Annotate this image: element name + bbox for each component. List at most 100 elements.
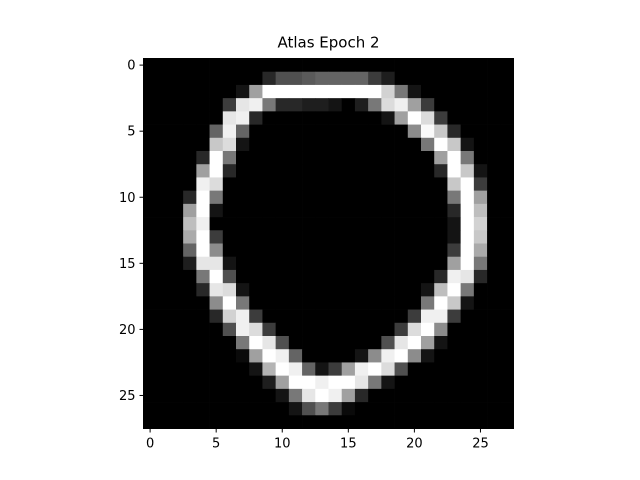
heatmap-cell — [209, 243, 224, 258]
heatmap-cell — [315, 84, 329, 99]
heatmap-cell — [394, 256, 409, 271]
heatmap-cell — [473, 111, 488, 125]
heatmap-cell — [473, 203, 488, 218]
heatmap-cell — [460, 349, 475, 363]
heatmap-cell — [236, 203, 250, 218]
heatmap-cell — [381, 296, 395, 310]
heatmap-cell — [487, 243, 501, 258]
heatmap-cell — [354, 322, 369, 337]
heatmap-cell — [236, 375, 250, 390]
heatmap-cell — [236, 137, 250, 152]
heatmap-cell — [209, 177, 224, 191]
heatmap-cell — [328, 137, 343, 152]
heatmap-cell — [183, 336, 197, 350]
heatmap-cell — [328, 124, 343, 139]
heatmap-cell — [275, 217, 290, 231]
heatmap-cell — [487, 230, 501, 244]
heatmap-cell — [368, 177, 382, 191]
heatmap-cell — [302, 164, 316, 178]
heatmap-cell — [315, 71, 329, 86]
heatmap-cell — [487, 164, 501, 178]
heatmap-cell — [143, 151, 158, 165]
heatmap-cell — [196, 362, 210, 376]
heatmap-cell — [460, 309, 475, 324]
heatmap-cell — [328, 243, 343, 258]
heatmap-cell — [394, 402, 409, 416]
heatmap-cell — [473, 190, 488, 205]
heatmap-cell — [407, 269, 422, 284]
heatmap-cell — [222, 71, 237, 86]
heatmap-cell — [447, 388, 461, 403]
heatmap-cell — [447, 309, 461, 324]
heatmap-cell — [407, 309, 422, 324]
heatmap-cell — [249, 217, 263, 231]
heatmap-cell — [275, 336, 290, 350]
heatmap-cell — [302, 415, 316, 429]
heatmap-cell — [473, 349, 488, 363]
heatmap-cell — [394, 388, 409, 403]
heatmap-cell — [183, 58, 197, 73]
heatmap-cell — [196, 309, 210, 324]
heatmap-cell — [249, 58, 263, 73]
heatmap-cell — [169, 415, 184, 429]
heatmap-cell — [354, 84, 369, 99]
heatmap-cell — [460, 362, 475, 376]
heatmap-cell — [143, 217, 158, 231]
heatmap-cell — [143, 283, 158, 297]
heatmap-cell — [249, 71, 263, 86]
heatmap-cell — [500, 203, 514, 218]
heatmap-cell — [328, 283, 343, 297]
heatmap-cell — [434, 124, 448, 139]
y-tick-label: 20 — [119, 323, 136, 338]
heatmap-cell — [341, 256, 356, 271]
heatmap-cell — [487, 375, 501, 390]
heatmap-cell — [249, 322, 263, 337]
heatmap-cell — [354, 388, 369, 403]
heatmap-cell — [354, 177, 369, 191]
x-tick-label: 0 — [146, 437, 154, 452]
heatmap-cell — [407, 111, 422, 125]
heatmap-cell — [143, 309, 158, 324]
heatmap-cell — [156, 71, 171, 86]
heatmap-cell — [394, 269, 409, 284]
heatmap-cell — [288, 164, 303, 178]
heatmap-cell — [275, 111, 290, 125]
heatmap-cell — [315, 164, 329, 178]
heatmap-cell — [394, 217, 409, 231]
heatmap-cell — [447, 177, 461, 191]
heatmap-cell — [473, 309, 488, 324]
heatmap-cell — [354, 71, 369, 86]
heatmap-cell — [249, 256, 263, 271]
heatmap-cell — [236, 58, 250, 73]
heatmap-cell — [407, 375, 422, 390]
heatmap-cell — [368, 309, 382, 324]
heatmap-cell — [460, 203, 475, 218]
heatmap-cell — [487, 388, 501, 403]
heatmap-cell — [341, 269, 356, 284]
heatmap-cell — [275, 322, 290, 337]
heatmap-cell — [302, 309, 316, 324]
heatmap-cell — [434, 137, 448, 152]
heatmap-cell — [315, 296, 329, 310]
heatmap-cell — [341, 58, 356, 73]
heatmap-cell — [222, 151, 237, 165]
heatmap-cell — [421, 177, 435, 191]
heatmap-cell — [315, 415, 329, 429]
heatmap-cell — [169, 151, 184, 165]
heatmap-cell — [368, 98, 382, 112]
heatmap-cell — [421, 375, 435, 390]
heatmap-cell — [143, 362, 158, 376]
heatmap-cell — [183, 111, 197, 125]
heatmap-cell — [368, 190, 382, 205]
heatmap-cell — [275, 375, 290, 390]
heatmap-cell — [381, 71, 395, 86]
heatmap-cell — [473, 375, 488, 390]
heatmap-cell — [222, 111, 237, 125]
heatmap-cell — [381, 124, 395, 139]
heatmap-cell — [447, 217, 461, 231]
heatmap-cell — [156, 256, 171, 271]
heatmap-cell — [487, 283, 501, 297]
heatmap-cell — [169, 124, 184, 139]
heatmap-cell — [275, 203, 290, 218]
heatmap-cell — [249, 137, 263, 152]
